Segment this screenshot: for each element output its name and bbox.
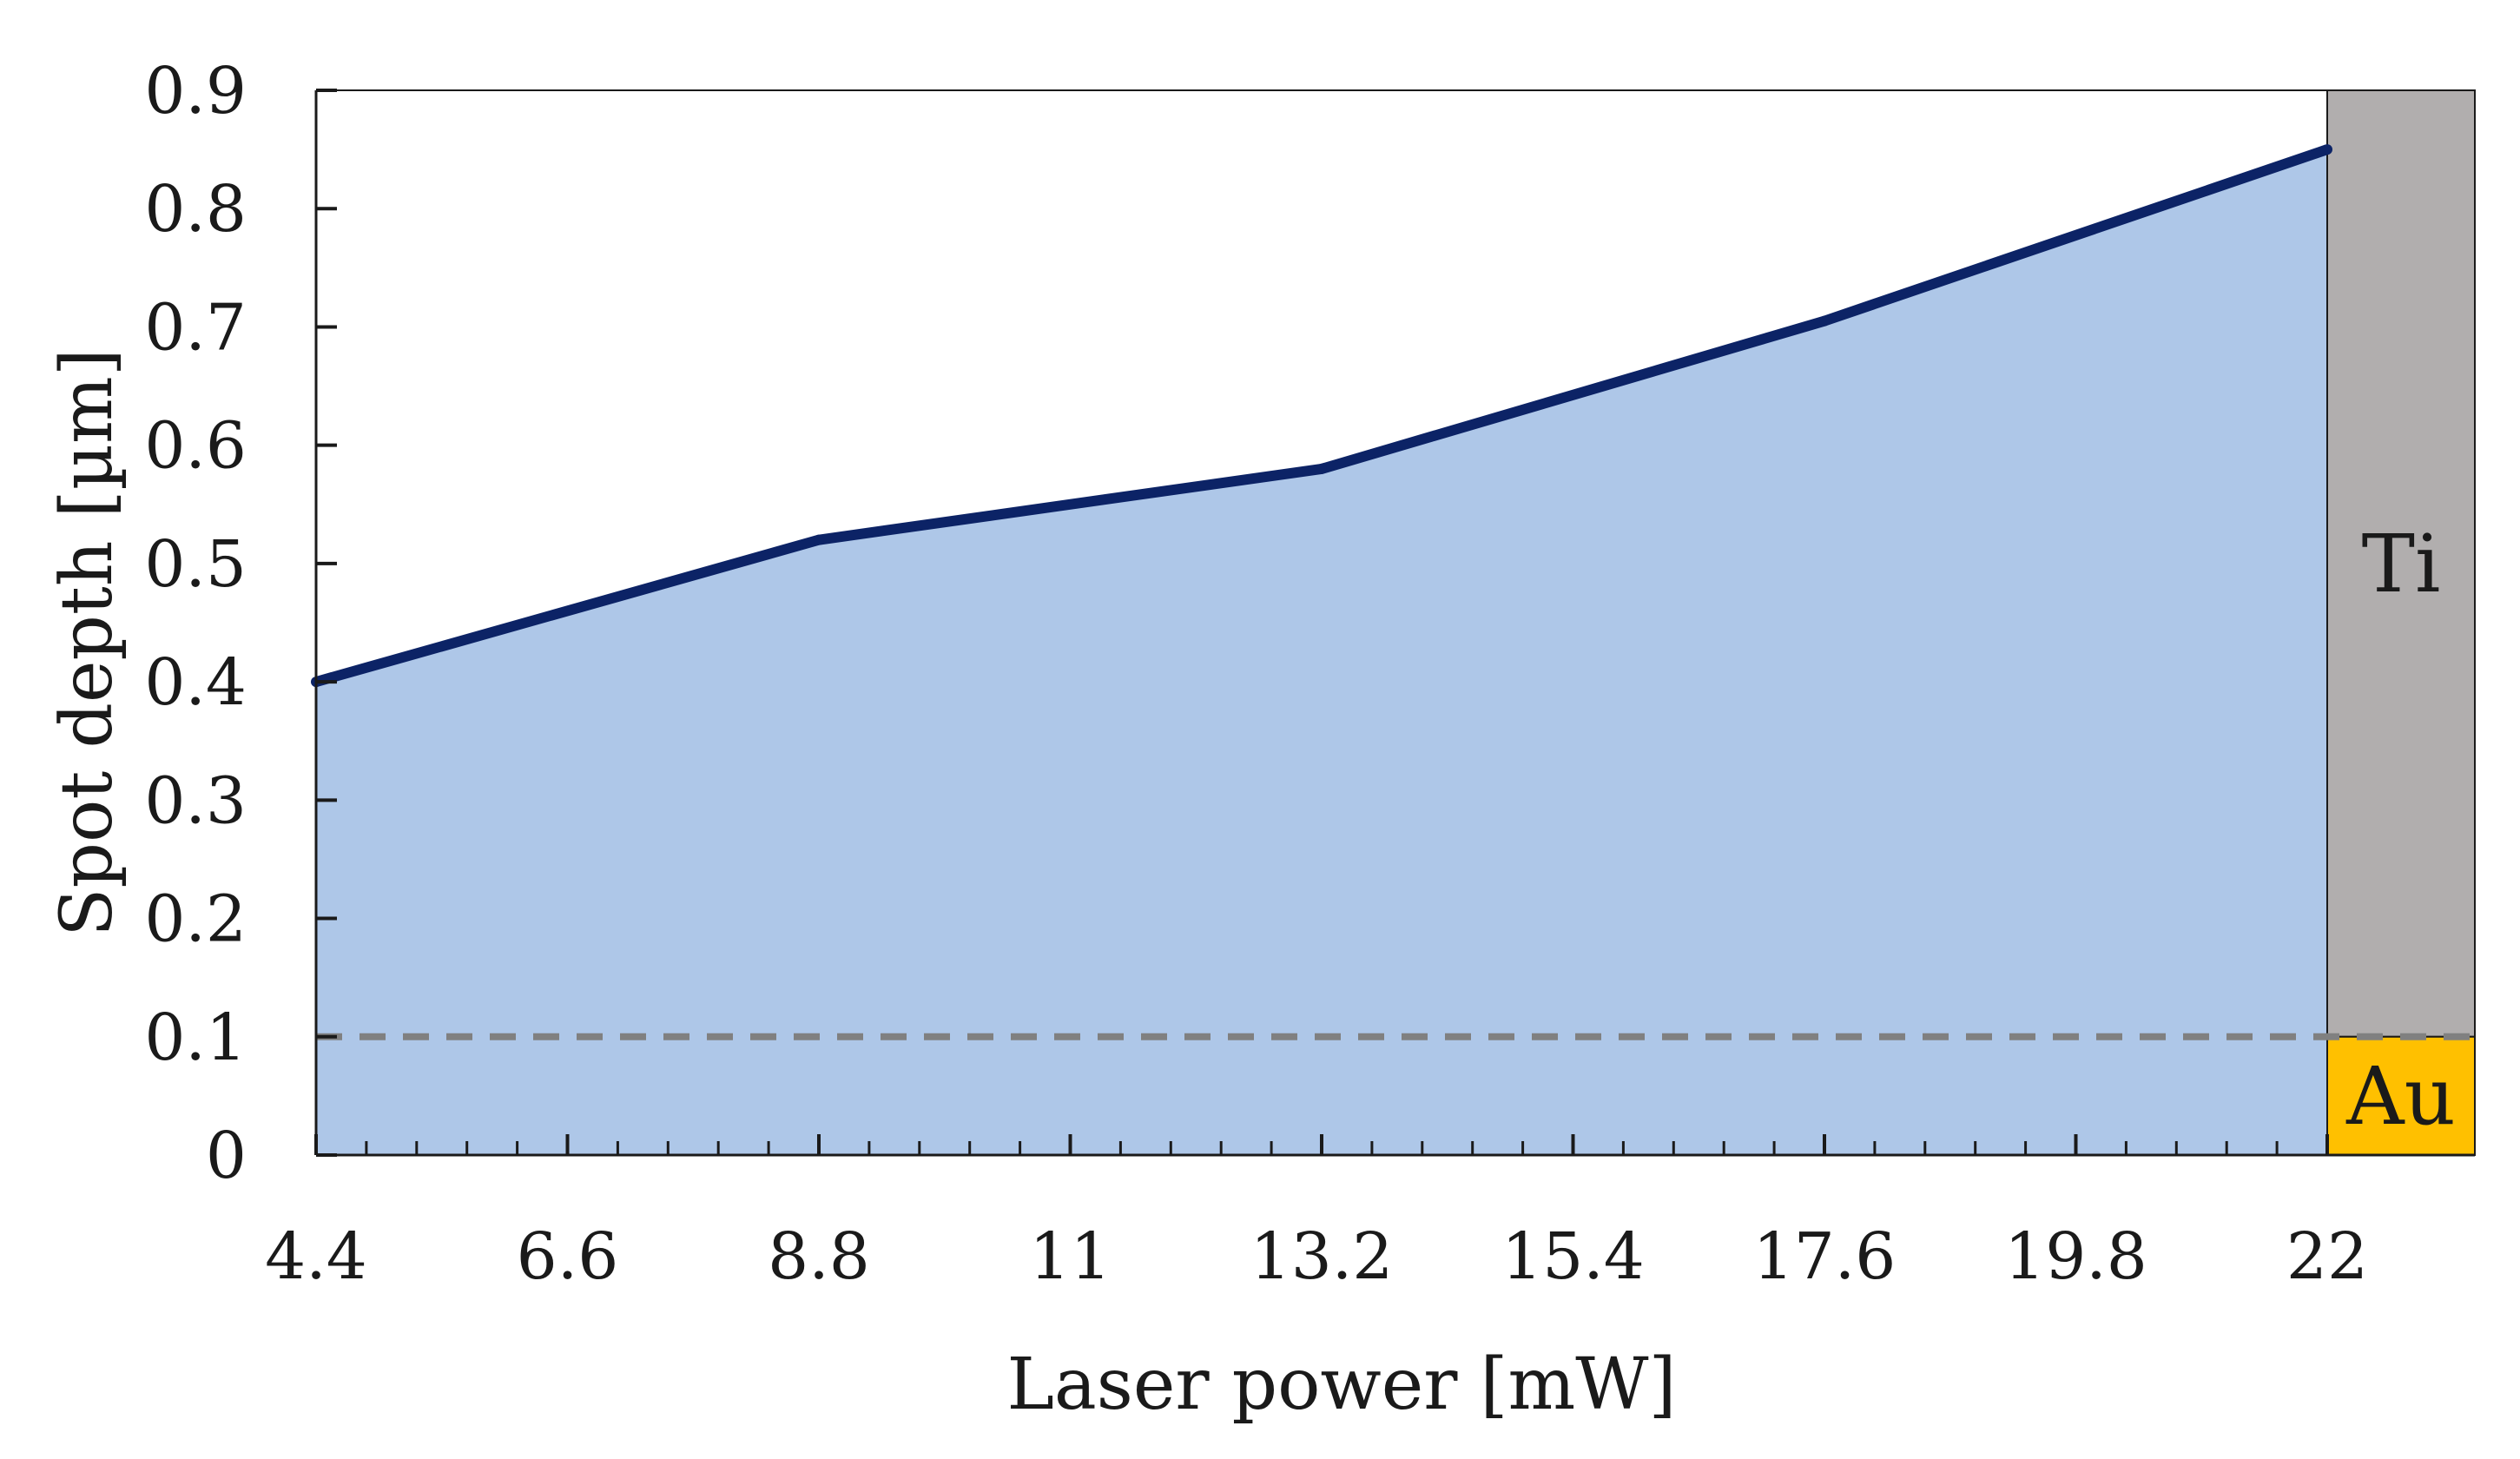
x-tick-label: 15.4 (1501, 1219, 1645, 1294)
data-point-3 (1819, 315, 1830, 327)
y-tick-label: 0.3 (144, 763, 247, 838)
x-tick-label: 19.8 (2004, 1219, 2147, 1294)
x-tick-label: 11 (1029, 1219, 1111, 1294)
x-tick-label: 13.2 (1250, 1219, 1394, 1294)
layer-label-ti: Ti (2362, 518, 2441, 611)
layer-label-au: Au (2345, 1050, 2456, 1143)
layer-ti (2326, 89, 2476, 1038)
x-tick-label: 4.4 (265, 1219, 367, 1294)
y-tick-label: 0 (206, 1119, 247, 1193)
y-tick-label: 0.7 (144, 290, 247, 365)
y-axis-label: Spot depth [µm] (46, 348, 129, 936)
y-tick-label: 0.5 (144, 527, 247, 602)
axes (314, 89, 2476, 1157)
layer-au (2326, 1035, 2476, 1157)
x-axis-ticks: 4.4 6.6 8.8 11 13.2 15.4 17.6 19.8 22 (265, 1134, 2368, 1294)
data-point-4 (2322, 144, 2332, 155)
material-layer-bar: Ti Au (2326, 89, 2476, 1157)
plot-area (316, 149, 2327, 1156)
x-tick-label: 17.6 (1753, 1219, 1897, 1294)
x-axis-label: Laser power [mW] (1006, 1343, 1676, 1426)
data-point-1 (814, 534, 824, 545)
y-tick-label: 0.9 (144, 54, 247, 129)
y-axis-ticks: 0 0.1 0.2 0.3 0.4 0.5 0.6 0.7 0.8 0.9 (144, 54, 337, 1193)
y-tick-label: 0.8 (144, 172, 247, 247)
y-tick-label: 0.6 (144, 409, 247, 484)
y-tick-label: 0.2 (144, 882, 247, 957)
x-tick-label: 6.6 (517, 1219, 619, 1294)
x-tick-label: 22 (2286, 1219, 2368, 1294)
y-tick-label: 0.4 (144, 645, 247, 720)
data-point-2 (1316, 463, 1327, 474)
x-tick-label: 8.8 (768, 1219, 870, 1294)
series-group (311, 144, 2332, 688)
series-area-fill (316, 149, 2327, 1156)
y-tick-label: 0.1 (144, 1000, 247, 1075)
